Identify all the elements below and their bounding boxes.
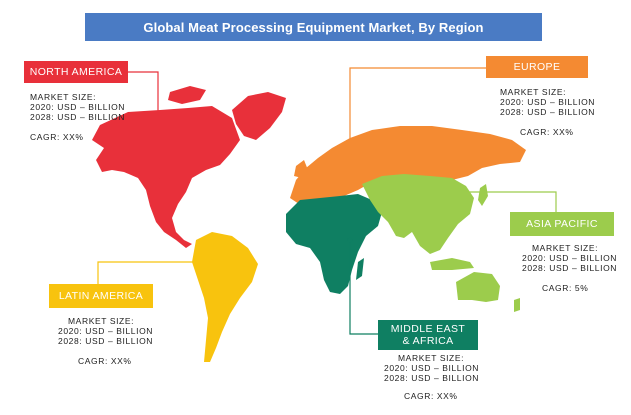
arctic-islands-shape <box>168 86 206 104</box>
middle-east-africa-connector <box>349 240 378 335</box>
asia-pacific-2028: 2028: USD – BILLION <box>522 263 618 273</box>
europe-connector <box>349 67 486 156</box>
uk-shape <box>294 160 308 178</box>
asia-pacific-info: MARKET SIZE: 2020: USD – BILLION 2028: U… <box>522 243 617 293</box>
latin-america-2028: 2028: USD – BILLION <box>58 336 154 346</box>
latin-america-market-size: MARKET SIZE: <box>68 316 135 326</box>
middle-east-africa-market-size: MARKET SIZE: <box>398 353 465 363</box>
europe-market-size: MARKET SIZE: <box>500 87 567 97</box>
middle-east-africa-shape <box>286 194 382 294</box>
asia-pacific-connector <box>418 191 557 212</box>
europe-info: MARKET SIZE: 2020: USD – BILLION 2028: U… <box>500 87 595 137</box>
europe-2020: 2020: USD – BILLION <box>500 97 596 107</box>
north-america-2020: 2020: USD – BILLION <box>30 102 126 112</box>
map-title: Global Meat Processing Equipment Market,… <box>85 13 542 41</box>
north-america-label: NORTH AMERICA <box>24 61 128 83</box>
north-america-marker <box>155 177 161 183</box>
japan-shape <box>478 184 488 206</box>
middle-east-africa-2028: 2028: USD – BILLION <box>384 373 480 383</box>
north-america-shape <box>92 106 240 248</box>
middle-east-africa-label-line1: MIDDLE EAST <box>390 323 466 335</box>
middle-east-africa-marker <box>347 237 353 243</box>
madagascar-shape <box>356 258 364 280</box>
north-america-connector <box>128 71 159 180</box>
indonesia-shape <box>430 258 474 270</box>
asia-pacific-label: ASIA PACIFIC <box>510 212 614 236</box>
asia-pacific-shape <box>362 174 474 254</box>
australia-shape <box>456 272 500 302</box>
europe-cagr: CAGR: XX% <box>520 127 574 137</box>
middle-east-africa-2020: 2020: USD – BILLION <box>384 363 480 373</box>
asia-pacific-2020: 2020: USD – BILLION <box>522 253 618 263</box>
asia-pacific-market-size: MARKET SIZE: <box>532 243 599 253</box>
latin-america-label: LATIN AMERICA <box>49 284 153 308</box>
middle-east-africa-cagr: CAGR: XX% <box>404 391 458 401</box>
new-zealand-shape <box>514 298 520 312</box>
europe-label: EUROPE <box>486 56 588 78</box>
latin-america-info: MARKET SIZE: 2020: USD – BILLION 2028: U… <box>58 316 153 366</box>
latin-america-shape <box>192 232 258 362</box>
latin-america-marker <box>209 259 215 265</box>
latin-america-cagr: CAGR: XX% <box>78 356 132 366</box>
north-america-2028: 2028: USD – BILLION <box>30 112 126 122</box>
europe-shape <box>290 126 526 206</box>
asia-pacific-marker <box>415 189 421 195</box>
latin-america-2020: 2020: USD – BILLION <box>58 326 154 336</box>
greenland-shape <box>232 92 286 140</box>
asia-pacific-cagr: CAGR: 5% <box>542 283 589 293</box>
latin-america-connector <box>97 261 212 284</box>
europe-marker <box>347 153 353 159</box>
europe-2028: 2028: USD – BILLION <box>500 107 596 117</box>
north-america-cagr: CAGR: XX% <box>30 132 84 142</box>
north-america-info: MARKET SIZE: 2020: USD – BILLION 2028: U… <box>30 92 125 142</box>
north-america-market-size: MARKET SIZE: <box>30 92 97 102</box>
middle-east-africa-label: MIDDLE EAST & AFRICA <box>378 320 478 350</box>
middle-east-africa-label-line2: & AFRICA <box>402 335 454 347</box>
middle-east-africa-info: MARKET SIZE: 2020: USD – BILLION 2028: U… <box>384 353 479 401</box>
